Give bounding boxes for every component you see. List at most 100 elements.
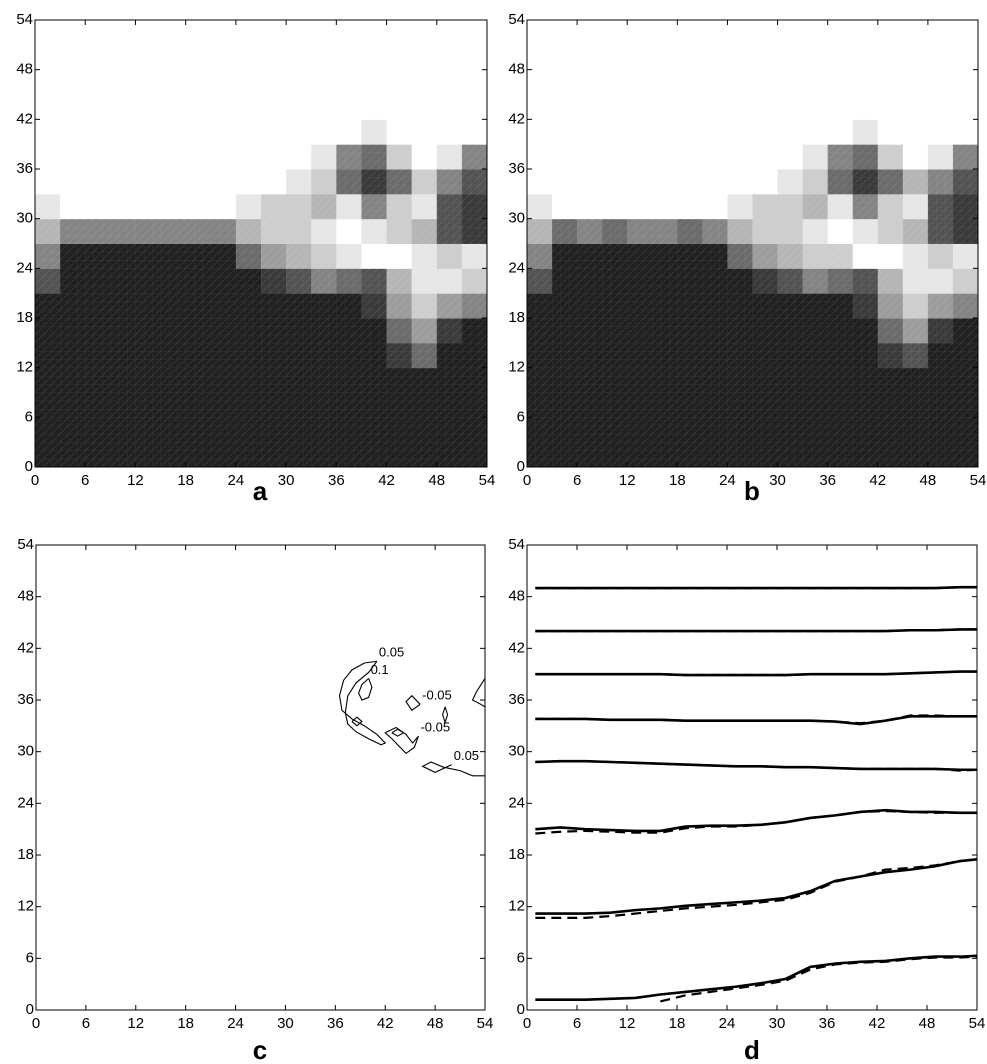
- y-tick-label: 48: [17, 588, 34, 605]
- series-line: [535, 670, 977, 677]
- y-tick-label: 36: [508, 691, 525, 708]
- contour-label: -0.05: [422, 688, 452, 703]
- x-tick-label: 42: [378, 472, 395, 489]
- x-tick-label: 48: [919, 1015, 936, 1032]
- plot-area: [527, 20, 978, 467]
- mesh-overlay: [527, 20, 978, 467]
- series-line: [535, 586, 977, 590]
- y-tick-label: 0: [517, 458, 525, 475]
- x-tick-label: 30: [277, 1015, 294, 1032]
- axes-frame: [526, 19, 979, 468]
- x-tick-label: 36: [328, 472, 345, 489]
- contour-line: [384, 726, 419, 755]
- contour-label: 0.1: [371, 662, 389, 677]
- series-line: [535, 954, 977, 1001]
- y-tick-label: 18: [16, 309, 33, 326]
- y-tick-label: 42: [508, 639, 525, 656]
- panel: 0.05 0.1 -0.05 -0.05 0.05 0 6 12 18 24 30 36 42 48 54 0…: [17, 536, 493, 1064]
- contour-line: [351, 678, 373, 727]
- x-tick-label: 54: [969, 1015, 986, 1032]
- panel-label: d: [744, 1035, 760, 1064]
- x-tick-label: 36: [327, 1015, 344, 1032]
- y-tick-label: 30: [16, 210, 33, 227]
- x-tick-label: 6: [573, 1015, 581, 1032]
- x-tick-label: 18: [669, 1015, 686, 1032]
- contour-line: [421, 678, 485, 777]
- y-tick-label: 54: [17, 536, 34, 553]
- y-tick-label: 0: [25, 458, 33, 475]
- y-tick-label: 24: [508, 794, 525, 811]
- x-tick-label: 54: [477, 1015, 494, 1032]
- x-tick-label: 12: [619, 1015, 636, 1032]
- x-tick-label: 42: [869, 472, 886, 489]
- y-tick-label: 48: [508, 61, 525, 78]
- x-tick-label: 12: [127, 1015, 144, 1032]
- y-tick-label: 24: [508, 259, 525, 276]
- y-tick-label: 42: [508, 110, 525, 127]
- contour-label: 0.05: [379, 645, 404, 660]
- x-tick-label: 24: [228, 472, 245, 489]
- y-tick-label: 6: [25, 408, 33, 425]
- plot-area: [535, 585, 977, 1003]
- series-line: [535, 809, 977, 835]
- contour-line: [405, 694, 449, 725]
- x-tick-label: 6: [82, 1015, 90, 1032]
- panel-label: c: [253, 1035, 267, 1064]
- x-tick-label: 54: [479, 472, 496, 489]
- x-tick-label: 36: [819, 1015, 836, 1032]
- series-line: [535, 628, 977, 633]
- y-tick-label: 54: [508, 536, 525, 553]
- panel: 0 6 12 18 24 30 36 42 48 54 0 6 12 18 24 30 36 42 48 54 d: [508, 536, 985, 1064]
- x-tick-label: 18: [177, 1015, 194, 1032]
- panel: 0 6 12 18 24 30 36 42 48 54 0 6 12 18 24 30 36 42 48 54 a: [16, 11, 495, 506]
- plot-area: 0.05 0.1 -0.05 -0.05 0.05: [338, 645, 485, 777]
- contour-label: 0.05: [454, 748, 479, 763]
- y-tick-label: 42: [16, 110, 33, 127]
- x-tick-label: 48: [428, 472, 445, 489]
- x-tick-label: 0: [523, 472, 531, 489]
- x-tick-label: 6: [573, 472, 581, 489]
- x-tick-label: 24: [227, 1015, 244, 1032]
- y-tick-label: 30: [508, 210, 525, 227]
- panel-label: a: [253, 476, 268, 506]
- y-tick-label: 24: [17, 794, 34, 811]
- x-tick-label: 0: [523, 1015, 531, 1032]
- x-tick-label: 24: [719, 1015, 736, 1032]
- x-tick-label: 30: [769, 1015, 786, 1032]
- contour-line: [338, 660, 387, 746]
- x-tick-label: 48: [920, 472, 937, 489]
- x-tick-label: 12: [127, 472, 144, 489]
- y-tick-label: 6: [517, 949, 525, 966]
- x-tick-label: 0: [32, 1015, 40, 1032]
- y-tick-label: 12: [17, 898, 34, 915]
- y-tick-label: 6: [517, 408, 525, 425]
- x-tick-label: 54: [970, 472, 987, 489]
- y-tick-label: 36: [17, 691, 34, 708]
- y-tick-label: 30: [508, 743, 525, 760]
- y-tick-label: 12: [508, 898, 525, 915]
- x-tick-label: 48: [427, 1015, 444, 1032]
- y-tick-label: 0: [517, 1001, 525, 1018]
- y-tick-label: 18: [17, 846, 34, 863]
- y-tick-label: 18: [508, 309, 525, 326]
- axes-frame: [34, 19, 488, 468]
- y-tick-label: 24: [16, 259, 33, 276]
- x-tick-label: 6: [81, 472, 89, 489]
- series-line: [535, 714, 977, 725]
- y-tick-label: 0: [26, 1001, 34, 1018]
- y-tick-label: 36: [508, 160, 525, 177]
- x-tick-label: 18: [669, 472, 686, 489]
- y-tick-label: 42: [17, 639, 34, 656]
- plot-area: [35, 20, 487, 467]
- series-line: [660, 955, 977, 1003]
- contour-label: -0.05: [420, 720, 450, 735]
- y-tick-label: 18: [508, 846, 525, 863]
- y-tick-label: 54: [508, 11, 525, 28]
- mesh-overlay: [35, 20, 487, 467]
- panel: 0 6 12 18 24 30 36 42 48 54 0 6 12 18 24 30 36 42 48 54 b: [508, 11, 986, 506]
- y-tick-label: 36: [16, 160, 33, 177]
- x-tick-label: 30: [278, 472, 295, 489]
